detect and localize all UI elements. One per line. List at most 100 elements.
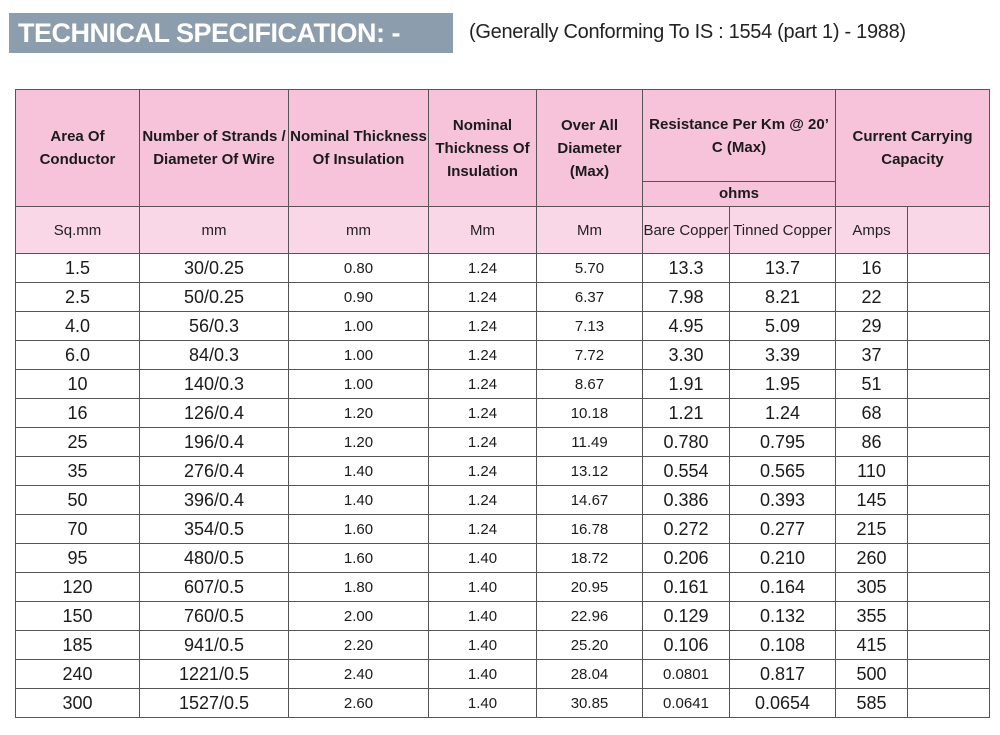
cell-diameter: 25.20	[536, 630, 643, 660]
cell-insulation-2: 1.40	[428, 572, 537, 602]
cell-insulation-1: 1.20	[288, 398, 429, 428]
cell-tinned-copper: 0.132	[728, 601, 837, 631]
cell-strands: 140/0.3	[139, 369, 289, 399]
cell-tinned-copper: 0.210	[728, 543, 837, 573]
cell-insulation-2: 1.24	[428, 311, 537, 341]
cell-tinned-copper: 1.95	[728, 369, 837, 399]
unit-blank	[907, 206, 991, 254]
cell-bare-copper: 0.206	[642, 543, 730, 573]
cell-extra	[907, 601, 991, 631]
unit-area: Sq.mm	[15, 206, 140, 254]
cell-area: 185	[15, 630, 140, 660]
cell-bare-copper: 4.95	[642, 311, 730, 341]
unit-tinned-copper: Tinned Copper	[728, 206, 837, 254]
cell-area: 70	[15, 514, 140, 544]
cell-bare-copper: 0.161	[642, 572, 730, 602]
cell-diameter: 13.12	[536, 456, 643, 486]
cell-insulation-2: 1.24	[428, 369, 537, 399]
cell-insulation-2: 1.40	[428, 630, 537, 660]
cell-tinned-copper: 0.795	[728, 427, 837, 457]
cell-extra	[907, 340, 991, 370]
table-row: 120 607/0.5 1.80 1.40 20.95 0.161 0.164 305	[15, 572, 991, 602]
header-area: Area Of Conductor	[15, 89, 140, 207]
cell-tinned-copper: 3.39	[728, 340, 837, 370]
unit-insulation-1: mm	[288, 206, 429, 254]
cell-diameter: 28.04	[536, 659, 643, 689]
cell-amps: 305	[835, 572, 909, 602]
cell-insulation-2: 1.40	[428, 543, 537, 573]
cell-amps: 51	[835, 369, 909, 399]
table-row: 16 126/0.4 1.20 1.24 10.18 1.21 1.24 68	[15, 398, 991, 428]
cell-strands: 276/0.4	[139, 456, 289, 486]
cell-insulation-1: 0.80	[288, 253, 429, 283]
cell-tinned-copper: 0.164	[728, 572, 837, 602]
cell-tinned-copper: 0.0654	[728, 688, 837, 718]
cell-strands: 1221/0.5	[139, 659, 289, 689]
cell-insulation-1: 2.00	[288, 601, 429, 631]
cell-strands: 50/0.25	[139, 282, 289, 312]
cell-amps: 355	[835, 601, 909, 631]
cell-insulation-1: 0.90	[288, 282, 429, 312]
header-ohms: ohms	[641, 181, 837, 207]
cell-diameter: 30.85	[536, 688, 643, 718]
table-row: 2.5 50/0.25 0.90 1.24 6.37 7.98 8.21 22	[15, 282, 991, 312]
cell-bare-copper: 0.554	[642, 456, 730, 486]
cell-amps: 260	[835, 543, 909, 573]
cell-insulation-2: 1.24	[428, 282, 537, 312]
cell-area: 50	[15, 485, 140, 515]
cell-diameter: 8.67	[536, 369, 643, 399]
cell-bare-copper: 0.0801	[642, 659, 730, 689]
cell-diameter: 10.18	[536, 398, 643, 428]
cell-amps: 86	[835, 427, 909, 457]
cell-tinned-copper: 0.393	[728, 485, 837, 515]
table-row: 150 760/0.5 2.00 1.40 22.96 0.129 0.132 355	[15, 601, 991, 631]
cell-strands: 354/0.5	[139, 514, 289, 544]
cell-amps: 37	[835, 340, 909, 370]
cell-diameter: 14.67	[536, 485, 643, 515]
cell-extra	[907, 543, 991, 573]
unit-strands: mm	[139, 206, 289, 254]
table-row: 6.0 84/0.3 1.00 1.24 7.72 3.30 3.39 37	[15, 340, 991, 370]
cell-insulation-2: 1.40	[428, 659, 537, 689]
header-overall-diameter: Over All Diameter (Max)	[536, 89, 643, 207]
cell-diameter: 22.96	[536, 601, 643, 631]
cell-strands: 480/0.5	[139, 543, 289, 573]
cell-insulation-1: 2.40	[288, 659, 429, 689]
cell-strands: 196/0.4	[139, 427, 289, 457]
cell-area: 240	[15, 659, 140, 689]
cell-extra	[907, 485, 991, 515]
cell-insulation-1: 1.60	[288, 543, 429, 573]
cell-bare-copper: 1.21	[642, 398, 730, 428]
cell-strands: 607/0.5	[139, 572, 289, 602]
cell-amps: 145	[835, 485, 909, 515]
cell-insulation-2: 1.40	[428, 601, 537, 631]
cell-insulation-2: 1.40	[428, 688, 537, 718]
cell-insulation-2: 1.24	[428, 253, 537, 283]
cell-extra	[907, 456, 991, 486]
table-row: 35 276/0.4 1.40 1.24 13.12 0.554 0.565 110	[15, 456, 991, 486]
cell-strands: 30/0.25	[139, 253, 289, 283]
table-row: 95 480/0.5 1.60 1.40 18.72 0.206 0.210 260	[15, 543, 991, 573]
cell-extra	[907, 427, 991, 457]
cell-area: 10	[15, 369, 140, 399]
cell-area: 150	[15, 601, 140, 631]
cell-extra	[907, 369, 991, 399]
cell-tinned-copper: 1.24	[728, 398, 837, 428]
cell-insulation-1: 1.20	[288, 427, 429, 457]
cell-amps: 585	[835, 688, 909, 718]
cell-insulation-2: 1.24	[428, 427, 537, 457]
cell-bare-copper: 0.0641	[642, 688, 730, 718]
cell-insulation-1: 2.20	[288, 630, 429, 660]
cell-tinned-copper: 0.817	[728, 659, 837, 689]
table-row: 240 1221/0.5 2.40 1.40 28.04 0.0801 0.817 500	[15, 659, 991, 689]
cell-amps: 29	[835, 311, 909, 341]
unit-bare-copper: Bare Copper	[642, 206, 730, 254]
page-title: TECHNICAL SPECIFICATION: -	[9, 13, 453, 53]
cell-insulation-1: 2.60	[288, 688, 429, 718]
cell-amps: 68	[835, 398, 909, 428]
cell-tinned-copper: 0.277	[728, 514, 837, 544]
cell-strands: 56/0.3	[139, 311, 289, 341]
cell-area: 95	[15, 543, 140, 573]
cell-extra	[907, 253, 991, 283]
cell-bare-copper: 13.3	[642, 253, 730, 283]
